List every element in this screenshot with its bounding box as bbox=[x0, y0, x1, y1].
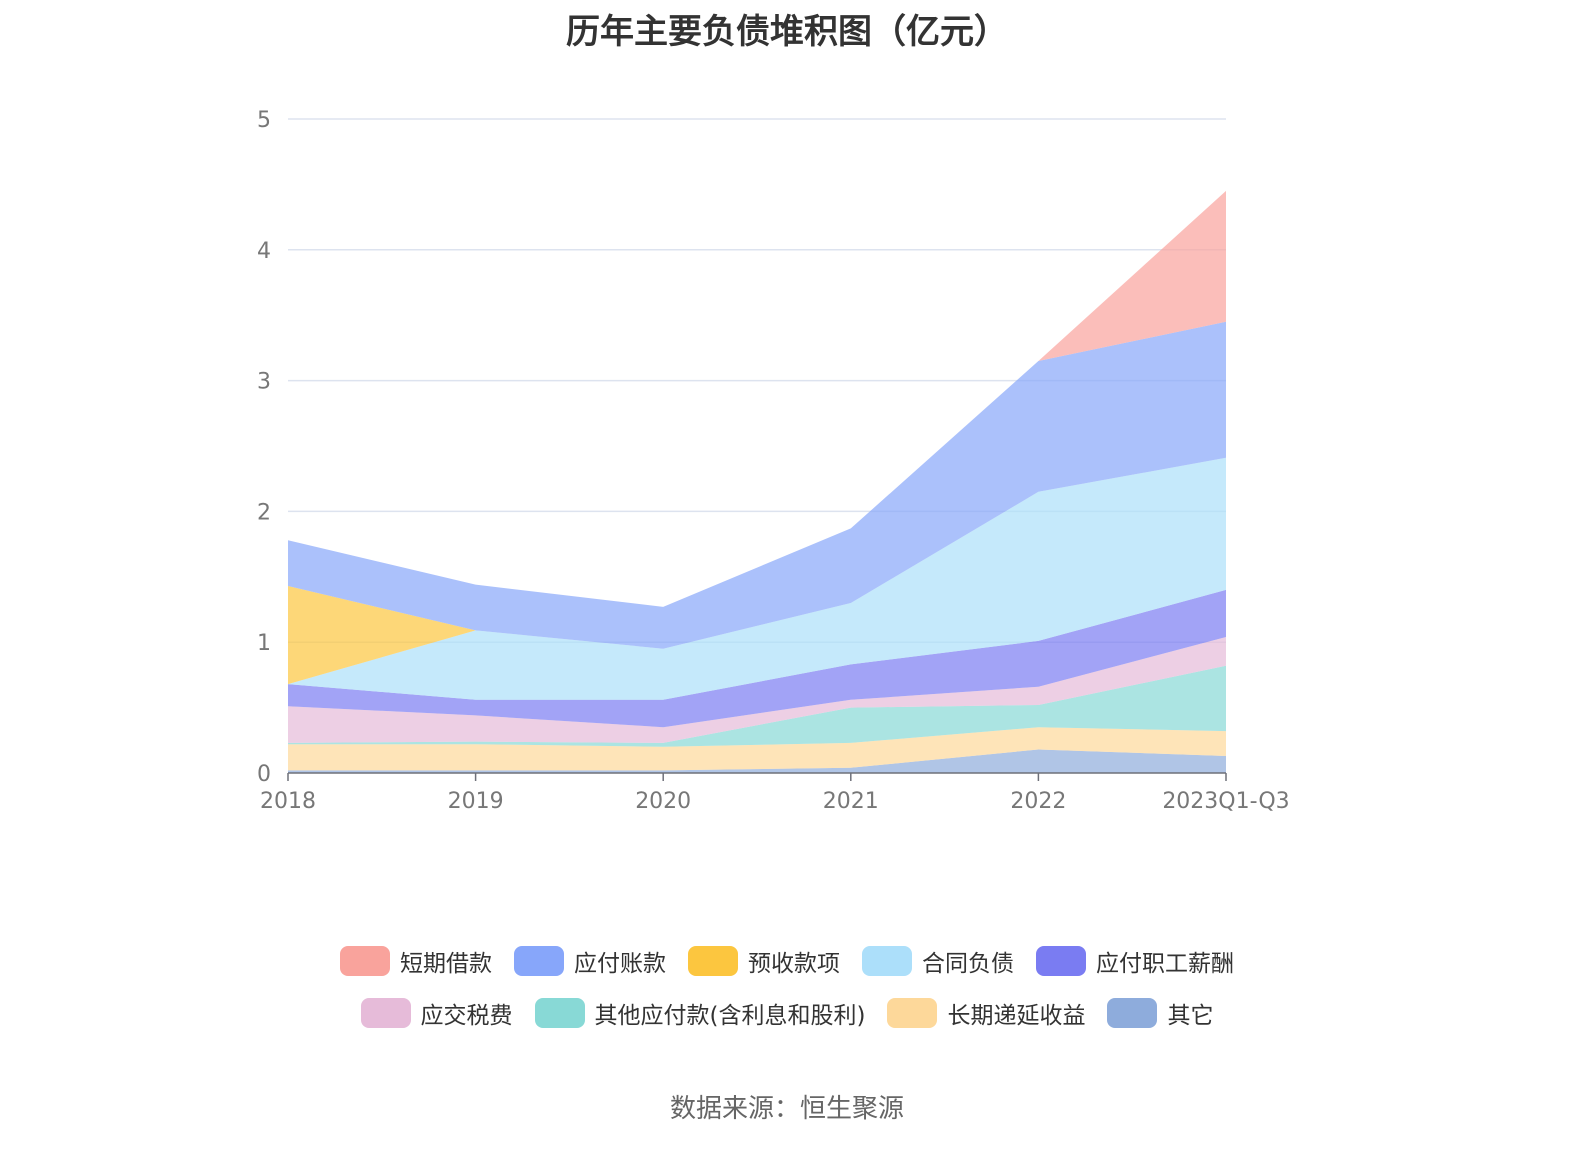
y-tick-label: 5 bbox=[257, 108, 271, 133]
y-tick-label: 1 bbox=[257, 631, 271, 656]
legend-label: 长期递延收益 bbox=[947, 1003, 1086, 1029]
legend-label: 应付职工薪酬 bbox=[1096, 951, 1234, 977]
legend-swatch bbox=[862, 946, 912, 976]
area-series-其它[interactable] bbox=[288, 749, 1226, 774]
legend-swatch bbox=[1107, 998, 1158, 1028]
legend: 短期借款 应付账款 预收款项 合同负债 应付职工薪酬 应交税费 其他应付款(含利… bbox=[0, 944, 1574, 1048]
x-tick-label: 2021 bbox=[823, 789, 879, 814]
x-tick-label: 2022 bbox=[1010, 789, 1066, 814]
x-tick-label: 2023Q1-Q3 bbox=[1162, 789, 1289, 814]
legend-item-payroll-payable[interactable]: 应付职工薪酬 bbox=[1036, 944, 1234, 978]
legend-item-accounts-payable[interactable]: 应付账款 bbox=[514, 944, 666, 978]
legend-label: 合同负债 bbox=[922, 951, 1014, 977]
area-series-应付账款[interactable] bbox=[288, 321, 1226, 649]
x-tick-label: 2018 bbox=[260, 789, 316, 814]
legend-item-advance-receipts[interactable]: 预收款项 bbox=[688, 944, 840, 978]
legend-label: 短期借款 bbox=[400, 951, 492, 977]
stacked-area-chart: 0 1 2 3 4 5 2018 2019 2020 2021 2022 2023Q1-Q3 bbox=[257, 108, 1290, 814]
area-series-应付职工薪酬[interactable] bbox=[288, 589, 1226, 728]
x-tick-label: 2019 bbox=[448, 789, 504, 814]
legend-swatch bbox=[887, 998, 938, 1028]
legend-swatch bbox=[534, 998, 585, 1028]
legend-swatch bbox=[1036, 946, 1086, 976]
legend-swatch bbox=[688, 946, 738, 976]
legend-label: 预收款项 bbox=[748, 951, 840, 977]
legend-row-1: 短期借款 应付账款 预收款项 合同负债 应付职工薪酬 bbox=[0, 944, 1574, 978]
legend-item-other-payables[interactable]: 其他应付款(含利息和股利) bbox=[534, 996, 866, 1030]
legend-swatch bbox=[340, 946, 390, 976]
legend-item-contract-liabilities[interactable]: 合同负债 bbox=[862, 944, 1014, 978]
legend-item-short-term-loans[interactable]: 短期借款 bbox=[340, 944, 492, 978]
x-tick-label: 2020 bbox=[635, 789, 691, 814]
area-series-应交税费[interactable] bbox=[288, 637, 1226, 743]
area-series-长期递延收益[interactable] bbox=[288, 727, 1226, 771]
area-series-合同负债[interactable] bbox=[288, 457, 1226, 700]
legend-label: 其他应付款(含利息和股利) bbox=[594, 1003, 866, 1029]
data-source: 数据来源：恒生聚源 bbox=[669, 1094, 904, 1124]
legend-swatch bbox=[360, 998, 411, 1028]
legend-item-deferred-income[interactable]: 长期递延收益 bbox=[887, 996, 1085, 1030]
legend-row-2: 应交税费 其他应付款(含利息和股利) 长期递延收益 其它 bbox=[0, 996, 1574, 1030]
legend-label: 其它 bbox=[1167, 1003, 1214, 1029]
legend-label: 应交税费 bbox=[420, 1003, 513, 1029]
legend-item-taxes-payable[interactable]: 应交税费 bbox=[360, 996, 513, 1030]
y-tick-label: 0 bbox=[257, 762, 271, 787]
legend-label: 应付账款 bbox=[574, 951, 666, 977]
legend-swatch bbox=[514, 946, 564, 976]
y-tick-label: 4 bbox=[257, 239, 271, 264]
chart-title: 历年主要负债堆积图（亿元） bbox=[566, 12, 1008, 52]
area-series-其他应付款(含利息和股利)[interactable] bbox=[288, 665, 1226, 747]
y-tick-label: 3 bbox=[257, 370, 271, 395]
legend-item-other[interactable]: 其它 bbox=[1107, 996, 1213, 1030]
y-tick-label: 2 bbox=[257, 500, 271, 525]
